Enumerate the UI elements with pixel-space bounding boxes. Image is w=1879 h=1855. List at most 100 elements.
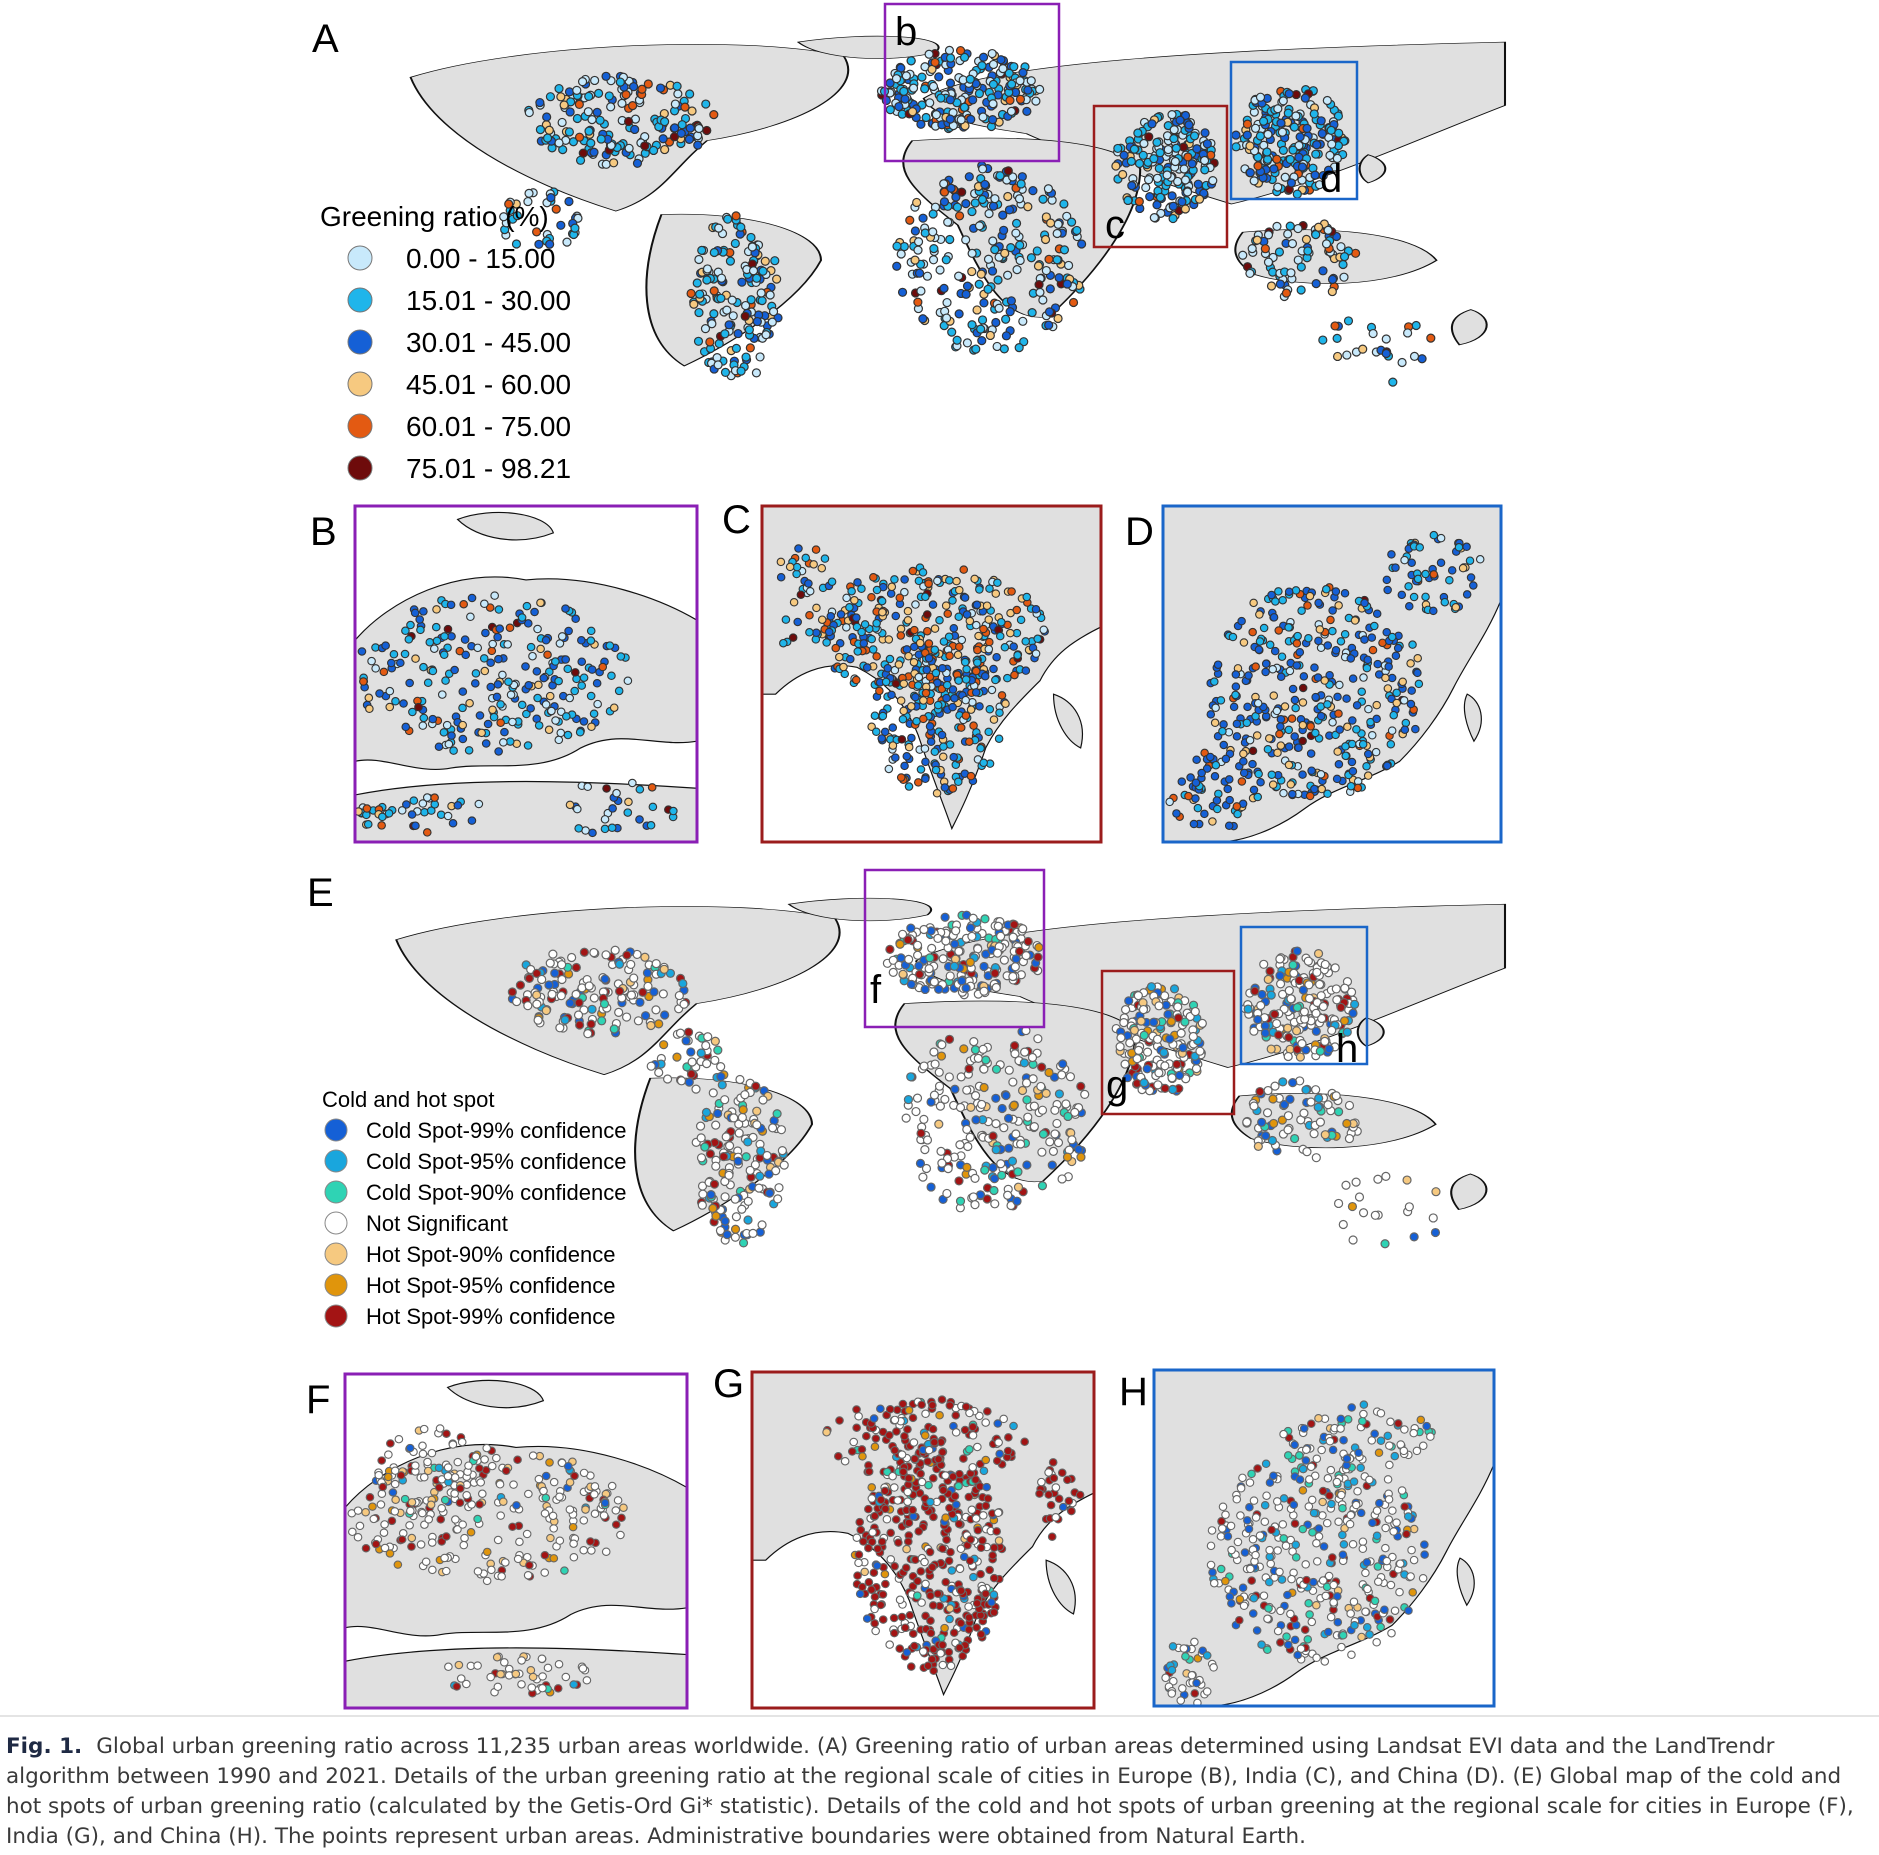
- urban-area-point: [993, 275, 1003, 285]
- urban-area-point: [924, 964, 934, 974]
- urban-area-point: [876, 1600, 886, 1610]
- urban-area-point: [1032, 246, 1042, 256]
- urban-area-point: [961, 289, 971, 299]
- urban-area-point: [672, 81, 682, 91]
- urban-area-point: [1348, 766, 1358, 776]
- urban-area-point: [1155, 148, 1165, 158]
- urban-area-point: [1045, 218, 1056, 228]
- urban-area-point: [966, 1102, 976, 1112]
- urban-area-point: [402, 800, 411, 809]
- urban-area-point: [913, 778, 923, 787]
- urban-area-point: [505, 623, 515, 632]
- urban-area-point: [621, 1012, 632, 1022]
- urban-area-point: [1286, 268, 1296, 278]
- urban-area-point: [999, 1123, 1009, 1133]
- urban-area-point: [929, 977, 939, 987]
- urban-area-point: [601, 159, 611, 169]
- urban-area-point: [583, 782, 593, 792]
- urban-area-point: [1328, 606, 1337, 615]
- urban-area-point: [1293, 223, 1303, 234]
- urban-area-point: [561, 1672, 571, 1682]
- urban-area-point: [992, 1527, 1002, 1536]
- urban-area-point: [538, 1672, 547, 1681]
- urban-area-point: [984, 209, 994, 219]
- urban-area-point: [1031, 96, 1041, 106]
- urban-area-point: [1320, 1036, 1330, 1047]
- urban-area-point: [1327, 139, 1337, 149]
- inset-b: B: [310, 504, 699, 844]
- urban-area-point: [423, 678, 433, 687]
- urban-area-point: [487, 1461, 497, 1471]
- urban-area-point: [563, 730, 573, 740]
- urban-area-point: [1284, 1032, 1294, 1042]
- urban-area-point: [672, 1052, 682, 1062]
- urban-area-point: [912, 197, 922, 208]
- urban-area-point: [1362, 762, 1371, 771]
- urban-area-point: [942, 680, 952, 690]
- urban-area-point: [794, 544, 803, 553]
- urban-area-point: [1018, 316, 1028, 326]
- urban-area-point: [1421, 592, 1430, 602]
- urban-area-point: [1123, 195, 1133, 206]
- urban-area-point: [888, 741, 898, 750]
- urban-area-point: [573, 1010, 584, 1020]
- urban-area-point: [1334, 1107, 1344, 1117]
- urban-area-point: [903, 1487, 913, 1497]
- urban-area-point: [962, 338, 972, 348]
- urban-area-point: [734, 1128, 744, 1138]
- urban-area-point: [1335, 680, 1344, 690]
- urban-area-point: [943, 1164, 953, 1174]
- urban-area-point: [496, 1669, 505, 1679]
- urban-area-point: [1160, 1083, 1170, 1093]
- urban-area-point: [1336, 637, 1346, 646]
- legend-label: Hot Spot-90% confidence: [366, 1242, 616, 1267]
- urban-area-point: [1320, 1130, 1330, 1140]
- inset-c: C: [722, 498, 1103, 844]
- urban-area-point: [765, 290, 775, 300]
- urban-area-point: [441, 1566, 451, 1576]
- urban-area-point: [1413, 653, 1422, 663]
- urban-area-point: [934, 984, 944, 994]
- urban-area-point: [448, 818, 458, 828]
- urban-area-point: [713, 1108, 723, 1119]
- urban-area-point: [908, 1505, 917, 1515]
- urban-area-point: [1364, 704, 1373, 714]
- urban-area-point: [961, 711, 971, 720]
- urban-area-point: [528, 1672, 538, 1682]
- urban-area-point: [867, 1585, 876, 1594]
- urban-area-point: [1169, 125, 1179, 135]
- urban-area-point: [702, 264, 713, 274]
- urban-area-point: [574, 99, 584, 110]
- urban-area-point: [1303, 956, 1313, 966]
- urban-area-point: [574, 824, 584, 833]
- urban-area-point: [608, 804, 617, 813]
- urban-area-point: [896, 696, 906, 705]
- urban-area-point: [876, 1404, 885, 1414]
- urban-area-point: [1165, 797, 1174, 807]
- urban-area-point: [930, 57, 940, 68]
- urban-area-point: [992, 652, 1001, 662]
- urban-area-point: [1200, 809, 1209, 819]
- urban-area-point: [1333, 1198, 1344, 1209]
- urban-area-point: [1359, 673, 1368, 682]
- urban-area-point: [855, 1589, 865, 1599]
- urban-area-point: [1273, 748, 1282, 757]
- urban-area-point: [1003, 673, 1012, 683]
- urban-area-point: [1202, 139, 1212, 149]
- urban-area-point: [623, 676, 633, 686]
- urban-area-point: [1225, 795, 1234, 805]
- urban-area-point: [410, 1461, 420, 1470]
- urban-area-point: [380, 1520, 389, 1529]
- urban-area-point: [853, 647, 863, 656]
- urban-area-point: [495, 624, 505, 633]
- urban-area-point: [914, 576, 924, 586]
- urban-area-point: [1058, 1059, 1068, 1069]
- urban-area-point: [555, 1023, 565, 1033]
- urban-area-point: [569, 1539, 578, 1548]
- urban-area-point: [762, 1150, 772, 1161]
- urban-area-point: [1194, 194, 1205, 204]
- urban-area-point: [1307, 766, 1316, 775]
- urban-area-point: [1311, 728, 1320, 738]
- urban-area-point: [460, 635, 470, 644]
- urban-area-point: [434, 742, 444, 751]
